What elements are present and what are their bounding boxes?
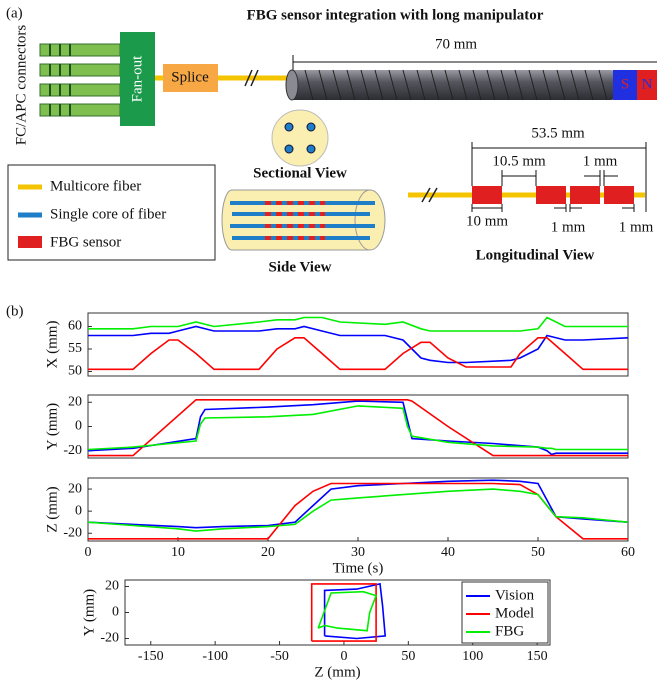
x-tick-label: 50 [401,649,415,664]
y-tick-label: -20 [63,525,82,540]
line-series [317,590,378,632]
x-tick-label: 60 [621,545,635,560]
legend-box [7,164,216,261]
y-axis-label: Y (mm) [81,589,97,636]
y-tick-label: -20 [63,443,82,458]
legend-swatch [18,236,42,248]
line-series [88,400,628,456]
length-label: 1 mm [619,219,654,235]
length-label: 53.5 mm [531,125,585,141]
line-series [88,488,628,532]
line-series [88,316,628,332]
line-series [88,399,628,457]
series-group [88,316,628,371]
x-tick-label: -150 [138,649,164,664]
x-tick-label: 30 [351,545,365,560]
y-tick-label: -20 [100,631,119,646]
cross-section [271,109,329,167]
y-tick-label: 0 [75,419,82,434]
x-tick-label: 40 [441,545,455,560]
magnet-n-label: N [642,76,653,92]
y-tick-label: 20 [68,394,82,409]
line-series [88,337,628,371]
x-tick-label: 100 [462,649,483,664]
connectors [39,43,121,117]
y-tick-label: 20 [68,481,82,496]
y-tick-label: 55 [68,341,82,356]
break-symbol [244,69,259,87]
legend-label: Vision [495,587,535,603]
length-label: 70 mm [435,36,477,52]
y-tick-label: 0 [75,503,82,518]
x-tick-label: 50 [531,545,545,560]
x-tick-label: 0 [340,649,347,664]
legend-label: FBG sensor [50,234,121,250]
line-series [88,479,628,529]
sectional-view-label: Sectional View [253,165,347,181]
magnet-n [637,70,657,100]
cores [284,122,316,154]
y-axis-label: Z (mm) [44,486,60,532]
y-tick-label: 20 [105,579,119,594]
line-series [88,325,628,364]
plot-area [87,477,629,542]
magnet-s [613,70,637,100]
series-group [310,582,387,642]
series-group [88,479,628,540]
series-group [88,399,628,457]
length-label: 1 mm [551,219,586,235]
length-label: 1 mm [583,153,618,169]
length-label: 10.5 mm [492,153,546,169]
splice-box [163,64,218,92]
y-tick-label: 60 [68,319,82,334]
legend-label: Single core of fiber [50,206,166,222]
manipulator-spiral [304,69,608,101]
legend-label: Multicore fiber [50,178,141,194]
manipulator-end [285,69,299,101]
line-series [323,582,387,640]
diagram-title: FBG sensor integration with long manipul… [247,7,544,23]
x-tick-label: -50 [270,649,289,664]
x-tick-label: -100 [202,649,228,664]
length-label: 10 mm [466,213,508,229]
y-axis-label: X (mm) [44,321,60,369]
x-tick-label: 150 [527,649,548,664]
x-tick-label: 0 [85,545,92,560]
line-series [88,405,628,451]
magnet-s-label: S [621,76,629,92]
side-view-label: Side View [269,259,332,275]
x-tick-label: 20 [261,545,275,560]
y-tick-label: 50 [68,364,82,379]
fanout-box [120,32,155,126]
x-tick-label: 10 [171,545,185,560]
legend-label: FBG [495,623,524,639]
longitudinal-view [408,142,647,212]
manipulator [290,70,615,100]
x-axis-label: Z (mm) [314,664,360,680]
legend-label: Model [495,605,534,621]
y-axis-label: Y (mm) [44,403,60,450]
longitudinal-view-label: Longitudinal View [476,247,595,263]
panel-label: (b) [6,303,24,319]
fanout-label: Fan-out [129,55,145,102]
x-axis-label: Time (s) [333,560,384,576]
line-series [310,583,377,642]
side-view [221,189,386,251]
connectors-label: FC/APC connectors [13,25,29,146]
y-tick-label: 0 [112,605,119,620]
panel-label: (a) [6,5,23,21]
splice-label: Splice [171,69,209,85]
